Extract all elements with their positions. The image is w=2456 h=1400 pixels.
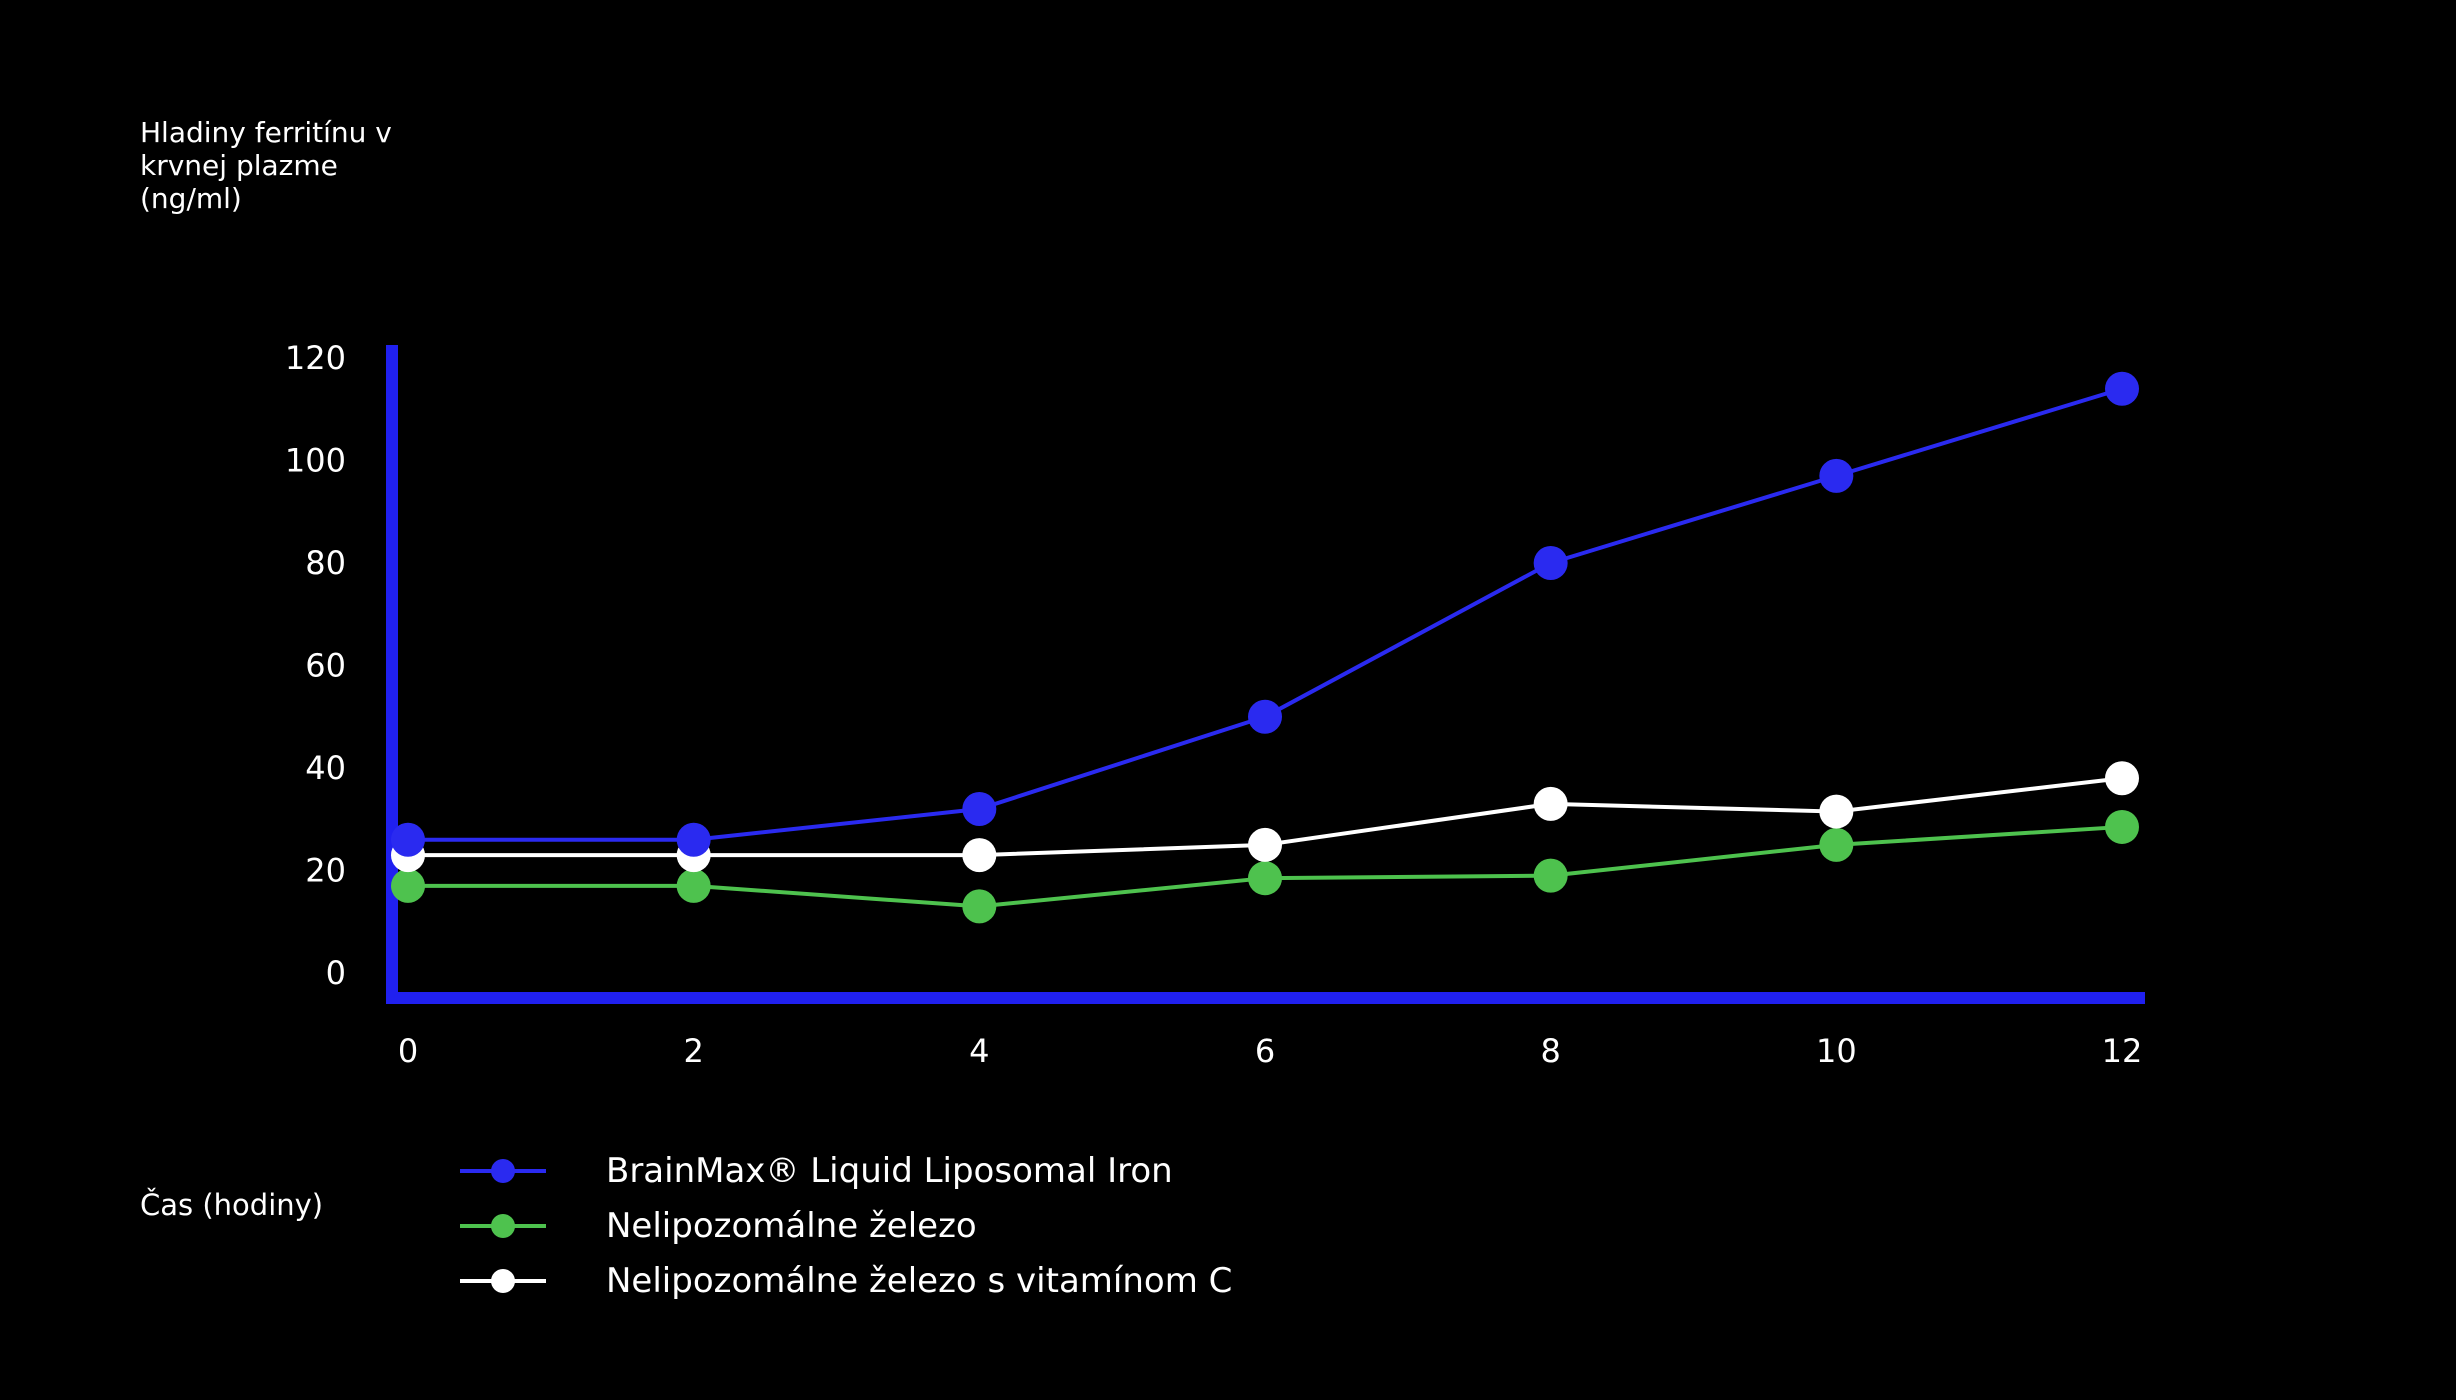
x-tick-label: 4	[969, 1032, 989, 1070]
data-point	[2105, 809, 2139, 844]
y-tick-label: 80	[305, 544, 346, 582]
x-tick-label: 2	[683, 1032, 703, 1070]
data-point	[1819, 458, 1854, 493]
data-point	[1819, 827, 1854, 862]
series-points	[391, 371, 2139, 924]
y-axis-label-line: (ng/ml)	[140, 182, 242, 215]
x-tick-labels: 0 2 4 6 8 10 12	[398, 1032, 2143, 1070]
legend-item-nelipozomalne: Nelipozomálne železo	[460, 1198, 1232, 1253]
y-tick-label: 120	[285, 339, 346, 377]
legend-label: Nelipozomálne železo	[606, 1205, 977, 1246]
data-point	[1248, 861, 1282, 896]
y-tick-label: 60	[305, 647, 346, 685]
data-point	[2105, 761, 2139, 796]
y-axis-label-line: krvnej plazme	[140, 149, 338, 182]
y-tick-label: 20	[305, 852, 346, 890]
x-axis-label: Čas (hodiny)	[140, 1188, 324, 1222]
y-tick-labels: 0 20 40 60 80 100 120	[285, 339, 346, 992]
data-point	[1248, 699, 1282, 734]
legend: BrainMax® Liquid Liposomal Iron Nelipozo…	[460, 1143, 1232, 1308]
legend-label: Nelipozomálne železo s vitamínom C	[606, 1260, 1233, 1301]
data-point	[1533, 786, 1568, 821]
data-point	[962, 838, 997, 873]
data-point	[391, 822, 425, 857]
y-tick-label: 100	[285, 442, 346, 480]
legend-dot	[491, 1268, 515, 1293]
y-tick-label: 0	[326, 954, 346, 992]
x-tick-label: 10	[1816, 1032, 1857, 1070]
y-axis-label-line: Hladiny ferritínu v	[140, 116, 392, 149]
legend-marker	[460, 1266, 546, 1296]
legend-item-brainmax: BrainMax® Liquid Liposomal Iron	[460, 1143, 1232, 1198]
legend-dot	[491, 1213, 515, 1238]
x-tick-label: 0	[398, 1032, 418, 1070]
data-point	[1533, 546, 1568, 580]
x-tick-label: 8	[1540, 1032, 1560, 1070]
legend-item-nelipozomalne-vitamin-c: Nelipozomálne železo s vitamínom C	[460, 1253, 1232, 1308]
legend-marker	[460, 1156, 546, 1186]
y-tick-label: 40	[305, 749, 346, 787]
data-point	[391, 868, 425, 903]
legend-marker	[460, 1211, 546, 1241]
data-point	[1819, 794, 1854, 829]
data-point	[2105, 371, 2139, 406]
legend-dot	[491, 1158, 515, 1183]
data-point	[962, 792, 997, 826]
data-point	[676, 868, 711, 903]
data-point	[676, 822, 711, 857]
data-point	[962, 889, 997, 924]
x-tick-label: 12	[2102, 1032, 2143, 1070]
x-tick-label: 6	[1255, 1032, 1275, 1070]
series-line	[408, 386, 2123, 842]
y-axis-label: Hladiny ferritínu v krvnej plazme (ng/ml…	[140, 116, 460, 215]
legend-label: BrainMax® Liquid Liposomal Iron	[606, 1150, 1173, 1191]
data-point	[1533, 858, 1568, 893]
axes	[386, 345, 2145, 1004]
data-point	[1248, 827, 1282, 862]
